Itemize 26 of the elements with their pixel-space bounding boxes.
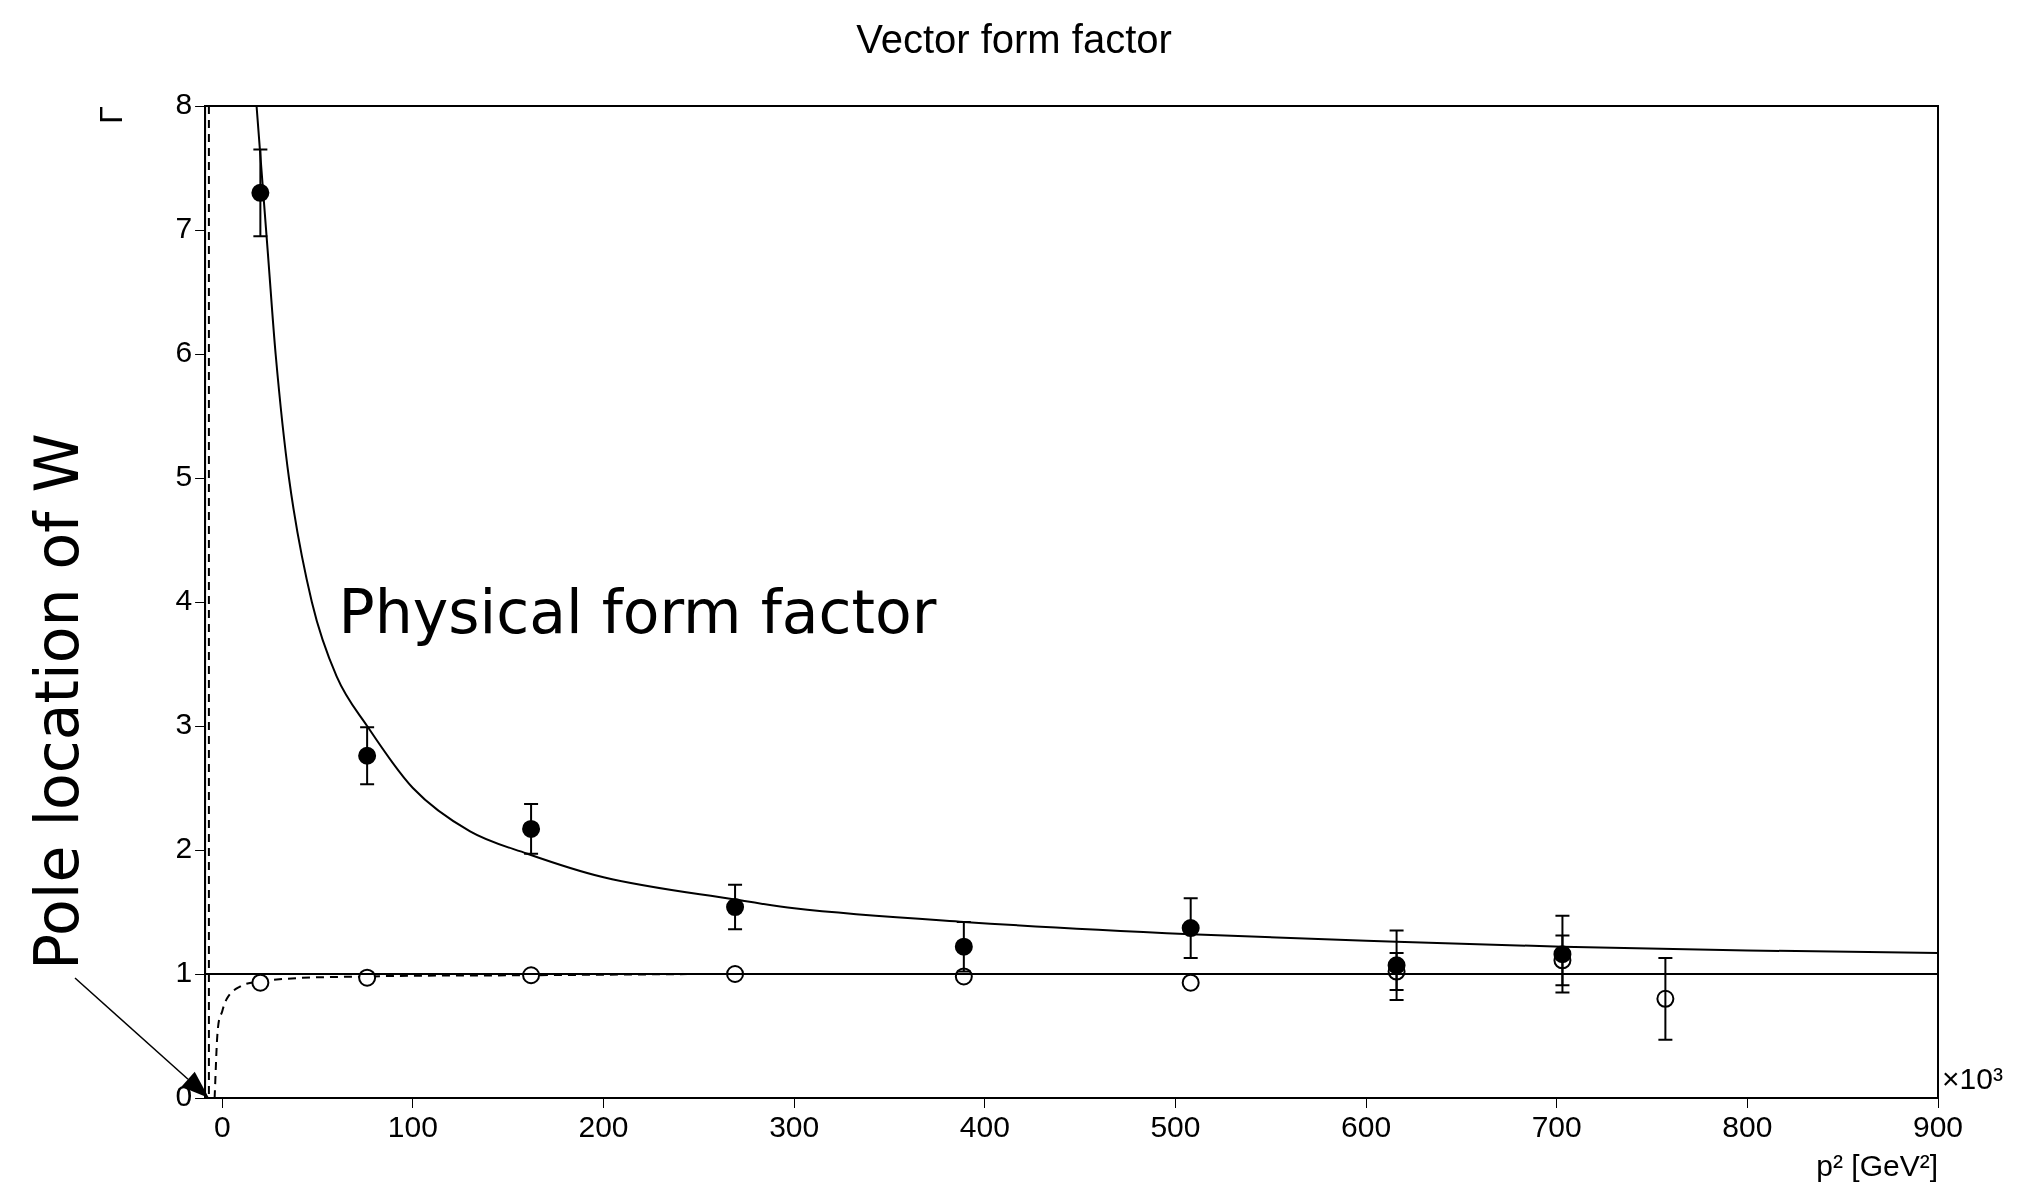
x-tick-label: 900 [1912, 1110, 1964, 1144]
point [251, 973, 270, 992]
x-tick-label: 600 [1341, 1110, 1392, 1144]
x-tick-label: 400 [959, 1110, 1010, 1144]
text: ×10³ [1942, 1062, 2003, 1096]
x-tick-label: 500 [1150, 1110, 1201, 1144]
annotation: Physical form factor [338, 576, 937, 647]
x-tick-label: 300 [769, 1110, 820, 1144]
x-tick-label: 700 [1531, 1110, 1582, 1144]
y-tick-label: 7 [175, 211, 193, 245]
x-tick-label: 200 [578, 1110, 629, 1144]
x-tick-label: 0 [213, 1110, 231, 1144]
x-tick-label: 800 [1722, 1110, 1773, 1144]
y-tick-label: 5 [175, 459, 193, 493]
annotation: Pole location of W [21, 433, 92, 970]
chart-title: Vector form factor [856, 17, 1172, 62]
y-tick-label: 8 [175, 87, 193, 121]
y-tick-label: 6 [175, 335, 193, 369]
y-axis-title: Γ [93, 106, 130, 124]
y-tick-label: 1 [175, 955, 193, 989]
y-tick-label: 2 [175, 831, 193, 865]
x-axis-title: p² [GeV²] [1816, 1149, 1938, 1183]
y-tick-label: 3 [175, 707, 193, 741]
y-tick-label: 4 [175, 583, 193, 617]
point [1181, 973, 1200, 992]
x-tick-label: 100 [387, 1110, 438, 1144]
